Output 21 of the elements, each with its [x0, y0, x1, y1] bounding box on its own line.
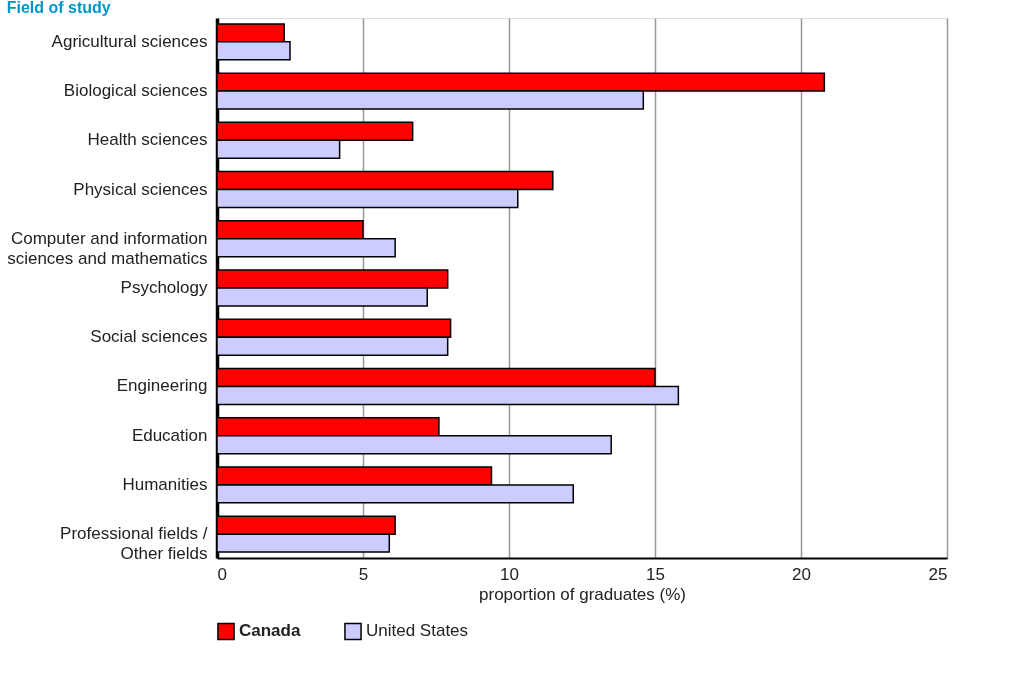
legend-label: United States: [366, 621, 469, 641]
y-tick-label: Psychology: [120, 278, 208, 297]
y-tick-label: Physical sciences: [73, 179, 208, 199]
legend-label: Canada: [239, 621, 301, 641]
y-tick-label: Humanities: [122, 474, 208, 494]
y-tick-label: Health sciences: [87, 130, 208, 150]
y-tick-label: Professional fields / Other fields: [60, 524, 208, 564]
x-tick-label: 0: [217, 564, 227, 584]
text: Field of study: [6, 0, 111, 16]
x-tick-label: 5: [358, 564, 369, 584]
x-tick-label: 20: [792, 564, 811, 584]
y-tick-label: Computer and information sciences and mathematics: [7, 228, 208, 268]
x-tick-label: 25: [928, 564, 948, 584]
y-tick-label: Social sciences: [90, 327, 208, 347]
x-tick-label: 15: [646, 564, 665, 584]
y-tick-label: Agricultural sciences: [51, 31, 208, 51]
y-tick-label: Biological sciences: [63, 81, 208, 101]
y-tick-label: Education: [131, 425, 208, 445]
y-tick-label: Engineering: [116, 376, 208, 396]
x-axis-title: proportion of graduates (%): [479, 584, 686, 604]
x-tick-label: 10: [500, 564, 519, 584]
